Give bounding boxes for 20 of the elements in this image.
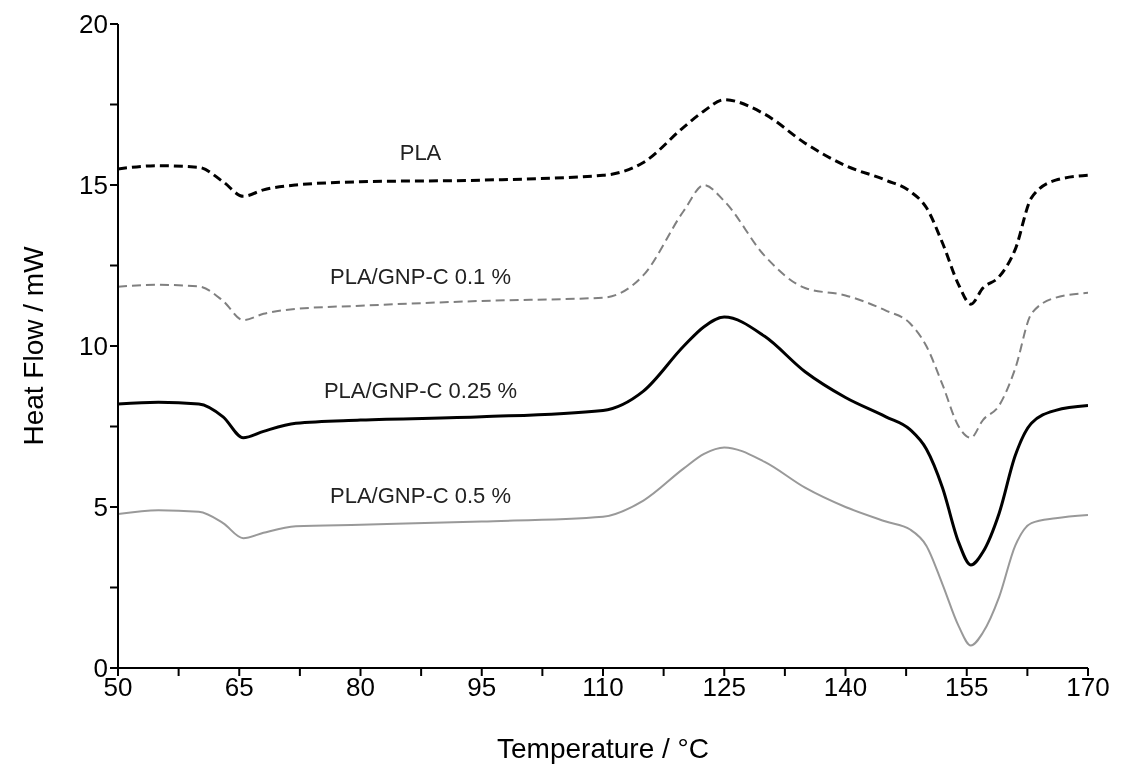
x-tick-label: 95 (467, 672, 497, 703)
x-tick-label: 170 (1066, 672, 1110, 703)
y-tick-label: 10 (79, 331, 108, 362)
x-tick-label: 110 (582, 672, 624, 703)
x-tick-label: 65 (224, 672, 254, 703)
line-series (118, 184, 1088, 439)
line-series (118, 446, 1088, 647)
x-axis-title: Temperature / °C (497, 733, 709, 764)
y-axis-title: Heat Flow / mW (17, 245, 49, 446)
y-tick-label: 5 (93, 492, 108, 523)
y-tick-label: 15 (79, 170, 108, 201)
x-tick-label: 140 (823, 672, 868, 703)
series-label: PLA (399, 139, 442, 165)
x-tick-label: 155 (945, 672, 989, 703)
series-label: PLA/GNP-C 0.1 % (330, 263, 511, 289)
x-tick-label: 80 (346, 672, 375, 703)
series-label: PLA/GNP-C 0.25 % (323, 378, 518, 404)
y-tick-label: 20 (79, 9, 108, 40)
x-tick-label: 125 (702, 672, 746, 703)
series-label: PLA/GNP-C 0.5 % (330, 482, 511, 508)
